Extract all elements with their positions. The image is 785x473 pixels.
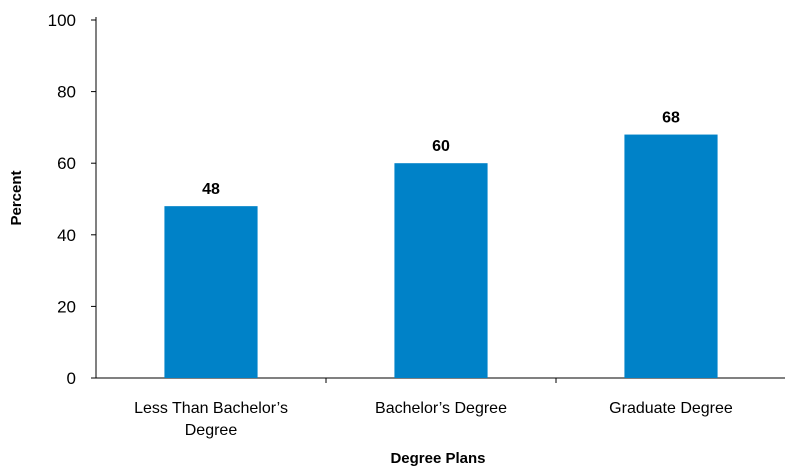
x-tick-label: Bachelor’s Degree (375, 400, 507, 417)
y-tick-label: 100 (48, 11, 76, 30)
y-tick-label: 0 (67, 369, 76, 388)
x-tick-label: Less Than Bachelor’s Degree (134, 400, 288, 439)
bar (164, 206, 258, 378)
x-axis: Less Than Bachelor’s Degree Bachelor’s Deg… (96, 377, 785, 439)
data-label: 48 (202, 181, 220, 198)
y-tick-label: 60 (57, 154, 76, 173)
bar (624, 134, 718, 378)
y-tick-label: 80 (57, 83, 76, 102)
y-tick-label: 20 (57, 297, 76, 316)
y-axis: 0 20 40 60 80 100 (48, 11, 97, 388)
x-tick-label: Graduate Degree (609, 400, 733, 417)
y-axis-title: Percent (8, 170, 25, 225)
data-label: 68 (662, 110, 680, 127)
data-labels: 48 60 68 (202, 110, 680, 199)
bar (394, 163, 488, 378)
x-axis-title: Degree Plans (390, 450, 485, 467)
bars (164, 134, 718, 378)
y-tick-label: 40 (57, 226, 76, 245)
data-label: 60 (432, 138, 450, 155)
